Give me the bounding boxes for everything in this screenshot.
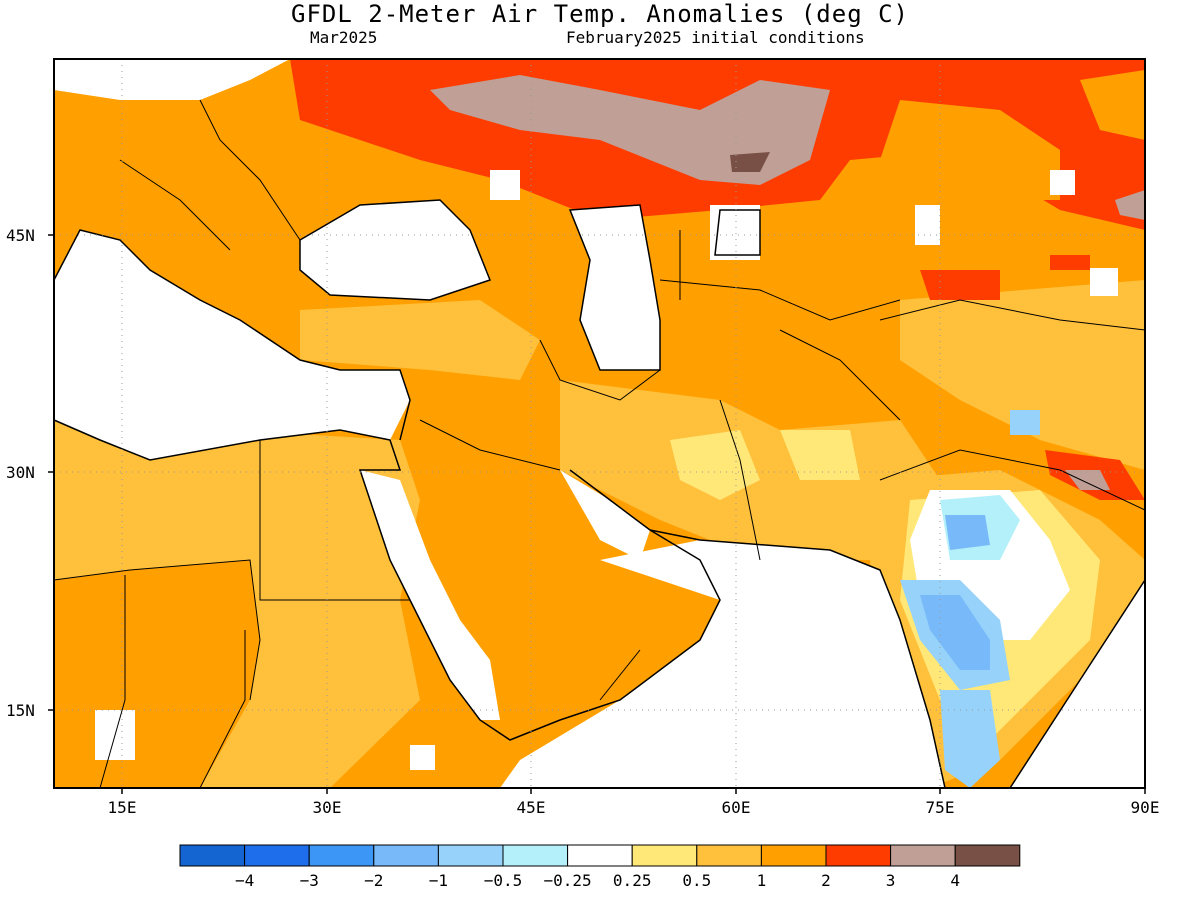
anomaly-region-yellow-afghan — [780, 430, 860, 480]
mask-cell-ne — [1050, 170, 1075, 195]
anomaly-region-kazakh-orange — [880, 100, 1060, 200]
anomaly-region-siberia-orange — [1080, 70, 1145, 140]
anomaly-region-cool-south-india — [940, 690, 1000, 788]
colorbar-swatch — [696, 844, 762, 867]
mask-red-sea — [360, 470, 500, 720]
colorbar-swatch — [567, 844, 633, 867]
mask-black-sea — [300, 200, 490, 300]
colorbar-swatch — [890, 844, 956, 867]
anomaly-region-tibet-cool — [1010, 410, 1040, 435]
map-title: GFDL 2-Meter Air Temp. Anomalies (deg C) — [291, 0, 909, 28]
anomaly-region-mongolia-red — [1050, 255, 1090, 270]
colorbar-label: 2 — [821, 871, 831, 890]
colorbar-swatch — [760, 844, 827, 867]
mask-cell-1 — [490, 170, 520, 200]
mask-cell-balkhash — [915, 205, 940, 245]
mask-cell-aral — [710, 205, 760, 260]
mask-caspian-sea — [570, 205, 660, 370]
lon-label-90e: 90E — [1131, 798, 1160, 817]
lon-label-30e: 30E — [313, 798, 342, 817]
lon-label-45e: 45E — [517, 798, 546, 817]
tick-marks — [48, 234, 1146, 794]
colorbar-label: 0.5 — [682, 871, 711, 890]
colorbar-swatch — [308, 844, 375, 867]
lat-label-30n: 30N — [6, 463, 35, 482]
mask-north-europe — [54, 59, 290, 100]
colorbar-label: 1 — [757, 871, 767, 890]
lat-label-45n: 45N — [6, 226, 35, 245]
anomaly-fill — [54, 59, 1145, 788]
mask-cell-ethiopia — [410, 745, 435, 770]
anomaly-region-tibet — [900, 280, 1145, 470]
anomaly-region-yellow-iran — [670, 430, 760, 500]
colorbar-label: −3 — [300, 871, 319, 890]
colorbar-swatch — [631, 844, 698, 867]
country-borders — [54, 99, 1145, 788]
colorbar-swatch — [502, 844, 569, 867]
colorbar-label: 4 — [950, 871, 960, 890]
colorbar-swatch — [825, 844, 892, 867]
anomaly-region-himalaya-tan — [1065, 470, 1110, 490]
lat-label-15n: 15N — [6, 701, 35, 720]
mask-cell-east — [1090, 268, 1118, 296]
anomaly-region-cold-deccan — [920, 595, 990, 670]
colorbar-label: −2 — [364, 871, 383, 890]
mask-mediterranean — [54, 230, 410, 460]
initial-conditions: February2025 initial conditions — [566, 28, 865, 47]
colorbar-swatch — [179, 844, 246, 867]
colorbar-label: −0.25 — [544, 871, 592, 890]
forecast-month: Mar2025 — [310, 28, 378, 47]
mask-persian-gulf — [560, 470, 650, 560]
colorbar: −4 −3 −2 −1 −0.5 −0.25 0.25 0.5 1 2 3 4 — [179, 844, 1021, 890]
colorbar-label: 0.25 — [613, 871, 652, 890]
colorbar-swatch — [373, 844, 439, 867]
lon-label-60e: 60E — [722, 798, 751, 817]
anomaly-region-warm-tan — [430, 75, 830, 185]
colorbar-label: −4 — [235, 871, 254, 890]
colorbar-swatch — [437, 844, 504, 867]
mask-arabian-sea — [500, 540, 945, 788]
colorbar-swatch — [954, 844, 1021, 867]
lon-label-15e: 15E — [108, 798, 137, 817]
anomaly-region-anatolia — [300, 300, 540, 380]
colorbar-label: −1 — [429, 871, 448, 890]
anomaly-region-tan-east — [1115, 190, 1145, 220]
lon-label-75e: 75E — [926, 798, 955, 817]
colorbar-label: −0.5 — [484, 871, 523, 890]
anomaly-region-cold-north-india — [945, 515, 990, 550]
colorbar-swatch — [244, 844, 310, 867]
map-frame — [53, 58, 1146, 789]
anomaly-region-tianshan-red — [920, 270, 1000, 300]
anomaly-region-hot-brown — [730, 152, 770, 172]
colorbar-label: 3 — [886, 871, 896, 890]
